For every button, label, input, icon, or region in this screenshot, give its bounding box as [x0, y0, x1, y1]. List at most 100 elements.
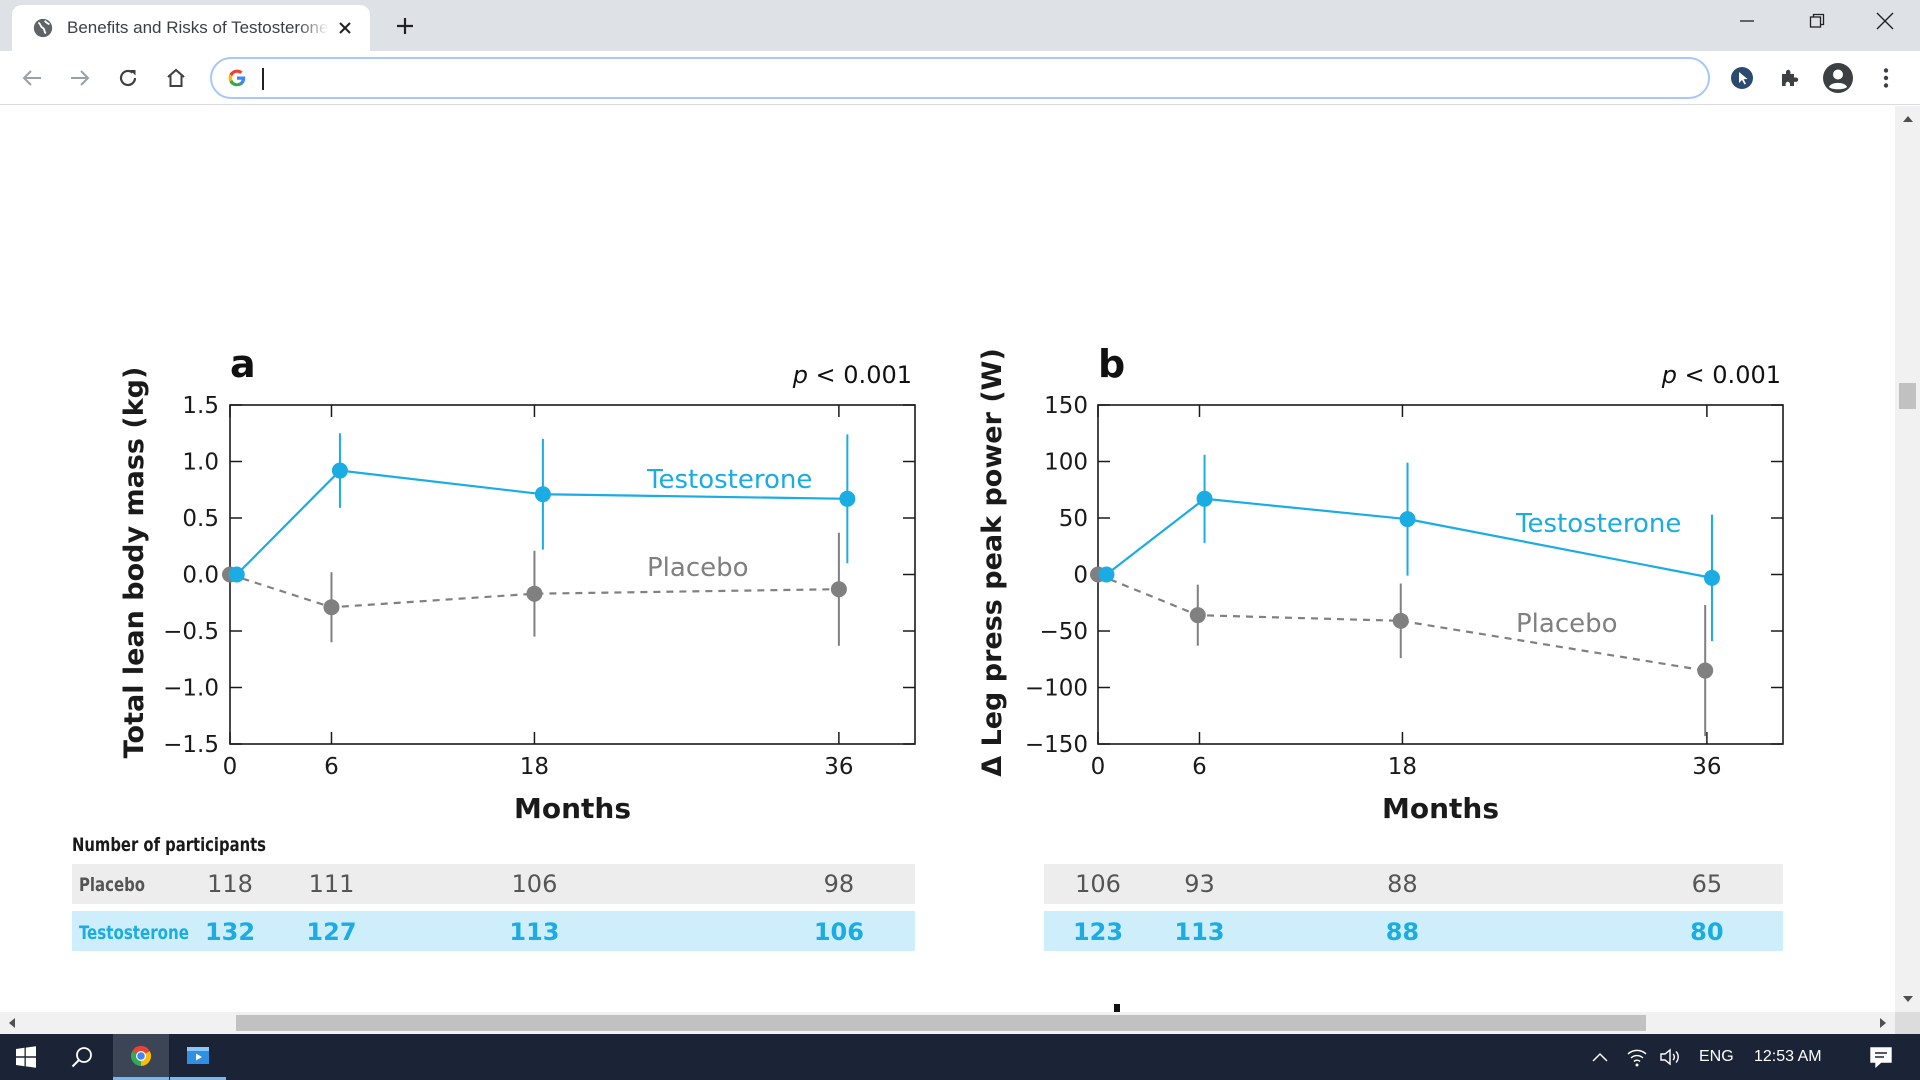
- chrome-icon[interactable]: [113, 1034, 169, 1080]
- text-caret: [262, 68, 264, 90]
- y-axis-label: Δ Leg press peak power (W): [977, 348, 1008, 777]
- cursor-extension-icon[interactable]: [1726, 62, 1758, 94]
- address-bar[interactable]: [210, 57, 1710, 99]
- tab-title: Benefits and Risks of Testosterone Treat…: [67, 18, 329, 37]
- data-point: [1196, 490, 1213, 507]
- arrow-left-icon[interactable]: [16, 62, 48, 94]
- series-line: [1097, 573, 1706, 672]
- y-tick-label: 50: [1059, 506, 1088, 532]
- browser-toolbar: [0, 51, 1920, 105]
- close-icon[interactable]: [334, 17, 356, 39]
- x-tick-label: 18: [1388, 754, 1417, 780]
- y-tick-label: −1.0: [163, 676, 219, 702]
- data-point: [1703, 569, 1720, 586]
- media-app-icon[interactable]: [170, 1034, 226, 1080]
- series-line: [235, 469, 848, 576]
- x-tick-label: 6: [324, 754, 339, 780]
- data-point: [839, 490, 856, 507]
- data-point: [1189, 607, 1206, 624]
- participants-title: Number of participants: [72, 834, 266, 856]
- testosterone-count: 123: [1073, 918, 1123, 946]
- testosterone-count: 113: [509, 918, 559, 946]
- plot-frame: [229, 404, 916, 745]
- tab-strip: Benefits and Risks of Testosterone Treat…: [0, 0, 1920, 51]
- x-tick-label: 36: [824, 754, 853, 780]
- y-tick-label: 150: [1044, 393, 1088, 419]
- series-label: Testosterone: [646, 465, 812, 495]
- home-icon[interactable]: [160, 62, 192, 94]
- horizontal-scroll-thumb[interactable]: [236, 1015, 1646, 1031]
- search-icon[interactable]: [58, 1034, 106, 1080]
- chevron-up-icon[interactable]: [1586, 1034, 1614, 1080]
- window-close-icon[interactable]: [1850, 0, 1920, 42]
- puzzle-icon[interactable]: [1774, 62, 1806, 94]
- data-point: [331, 462, 348, 479]
- kebab-menu-icon[interactable]: [1870, 62, 1902, 94]
- language-indicator[interactable]: ENG: [1699, 1048, 1734, 1065]
- browser-tab[interactable]: Benefits and Risks of Testosterone Treat…: [12, 5, 370, 51]
- scroll-right-icon[interactable]: [1880, 1018, 1886, 1028]
- series-label: Placebo: [647, 553, 749, 583]
- windows-start-icon[interactable]: [0, 1034, 52, 1080]
- y-tick-label: −50: [1039, 619, 1088, 645]
- panel-label: b: [1098, 342, 1125, 386]
- scrollbar-corner: [1895, 1012, 1920, 1034]
- horizontal-scrollbar[interactable]: [0, 1012, 1895, 1034]
- omnibox-input[interactable]: [258, 68, 1658, 88]
- placebo-row: [1044, 864, 1783, 904]
- minimize-icon[interactable]: [1712, 0, 1782, 42]
- data-point: [526, 585, 543, 602]
- vertical-scroll-thumb[interactable]: [1899, 383, 1916, 409]
- next-figure-glyph: [1114, 1004, 1120, 1012]
- x-tick-label: 0: [1091, 754, 1106, 780]
- scroll-up-icon[interactable]: [1903, 116, 1913, 122]
- placebo-count: 106: [512, 870, 558, 898]
- scroll-down-icon[interactable]: [1903, 996, 1913, 1002]
- placebo-count: 98: [824, 870, 855, 898]
- testosterone-row-label: Testosterone: [79, 922, 189, 944]
- speaker-icon[interactable]: [1656, 1034, 1686, 1080]
- testosterone-count: 106: [814, 918, 864, 946]
- plus-icon[interactable]: [390, 11, 420, 41]
- p-value: p < 0.001: [792, 361, 912, 389]
- data-point: [1399, 511, 1416, 528]
- series-line: [1105, 497, 1713, 579]
- y-tick-label: −0.5: [163, 619, 219, 645]
- x-axis-label: Months: [1382, 792, 1499, 825]
- restore-icon[interactable]: [1782, 0, 1852, 42]
- y-tick-label: 1.5: [182, 393, 219, 419]
- y-tick-label: −150: [1025, 732, 1088, 758]
- placebo-count: 111: [309, 870, 355, 898]
- clock[interactable]: 12:53 AM: [1754, 1048, 1822, 1065]
- taskbar: ENG 12:53 AM: [0, 1034, 1920, 1080]
- x-axis-label: Months: [514, 792, 631, 825]
- y-tick-label: −100: [1025, 676, 1088, 702]
- testosterone-count: 113: [1174, 918, 1224, 946]
- notification-icon[interactable]: [1856, 1034, 1906, 1080]
- arrow-right-icon[interactable]: [64, 62, 96, 94]
- google-icon: [228, 69, 246, 87]
- wifi-icon[interactable]: [1622, 1034, 1652, 1080]
- data-point: [830, 581, 847, 598]
- placebo-count: 88: [1387, 870, 1418, 898]
- p-value: p < 0.001: [1661, 361, 1781, 389]
- data-point: [323, 599, 340, 616]
- y-axis-label: Total lean body mass (kg): [119, 367, 150, 759]
- x-tick-label: 6: [1192, 754, 1207, 780]
- data-point: [1098, 566, 1115, 583]
- placebo-count: 93: [1184, 870, 1215, 898]
- data-point: [534, 486, 551, 503]
- series-label: Testosterone: [1515, 509, 1681, 539]
- data-point: [1697, 662, 1714, 679]
- y-tick-label: 0: [1073, 563, 1088, 589]
- data-point: [228, 566, 245, 583]
- reload-icon[interactable]: [112, 62, 144, 94]
- series-label: Placebo: [1516, 609, 1618, 639]
- vertical-scrollbar[interactable]: [1895, 106, 1920, 1012]
- profile-icon[interactable]: [1822, 62, 1854, 94]
- x-tick-label: 18: [520, 754, 549, 780]
- scroll-left-icon[interactable]: [9, 1018, 15, 1028]
- x-tick-label: 0: [223, 754, 238, 780]
